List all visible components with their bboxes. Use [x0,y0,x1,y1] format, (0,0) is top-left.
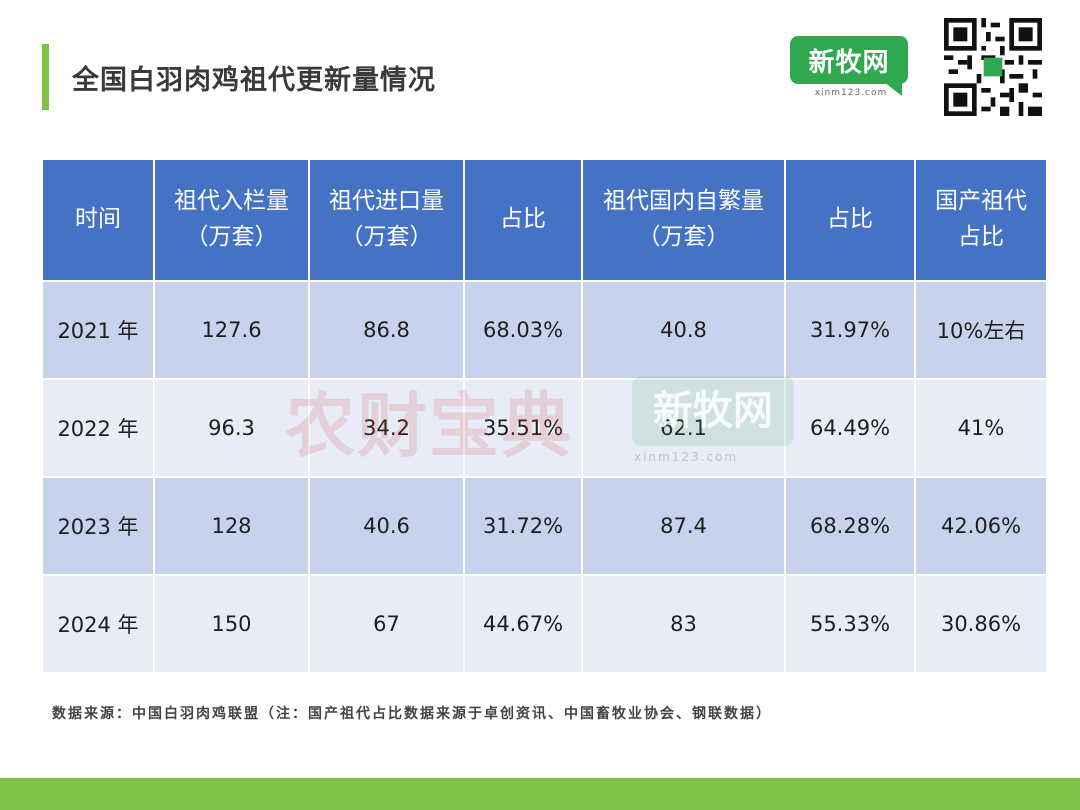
source-footnote: 数据来源：中国白羽肉鸡联盟（注：国产祖代占比数据来源于卓创资讯、中国畜牧业协会、… [52,706,772,722]
cell-native-share: 10%左右 [915,280,1046,379]
logo-badge [790,36,908,96]
xinmu-logo: 新牧网 xinm123.com [790,36,910,102]
cell-native-share: 41% [915,378,1046,477]
cell-import-share: 44.67% [464,574,583,672]
cell-domestic: 40.8 [582,280,786,379]
cell-import: 67 [309,574,465,672]
cell-domestic: 83 [582,574,786,672]
cell-import: 86.8 [309,280,465,379]
bottom-accent-band [0,778,1080,810]
cell-import: 40.6 [309,476,465,575]
header-native-breed-share: 国产祖代 占比 [915,160,1046,281]
header-gp-placement: 祖代入栏量 （万套） [154,160,310,281]
table-row: 2024 年 150 67 44.67% 83 55.33% 30.86% [43,574,1046,672]
cell-import-share: 68.03% [464,280,583,379]
cell-placement: 128 [154,476,310,575]
cell-year: 2023 年 [43,476,155,575]
cell-domestic-share: 55.33% [785,574,916,672]
cell-import: 34.2 [309,378,465,477]
logo-text: 新牧网 [808,48,890,78]
logo-url: xinm123.com [814,88,888,98]
header-time: 时间 [43,160,155,281]
header-gp-import: 祖代进口量 （万套） [309,160,465,281]
table-row: 2023 年 128 40.6 31.72% 87.4 68.28% 42.06… [43,476,1046,575]
header-domestic-share: 占比 [785,160,916,281]
table-row: 2022 年 96.3 34.2 35.51% 62.1 64.49% 41% [43,378,1046,477]
cell-domestic: 87.4 [582,476,786,575]
table-header-row: 时间 祖代入栏量 （万套） 祖代进口量 （万套） 占比 祖代国内自繁量 （万套） 占比… [43,160,1046,281]
cell-domestic-share: 68.28% [785,476,916,575]
cell-domestic-share: 64.49% [785,378,916,477]
cell-placement: 96.3 [154,378,310,477]
qr-code-icon [944,18,1042,116]
table-row: 2021 年 127.6 86.8 68.03% 40.8 31.97% 10%… [43,280,1046,379]
page-title: 全国白羽肉鸡祖代更新量情况 [72,65,436,96]
grandparent-stock-table: 时间 祖代入栏量 （万套） 祖代进口量 （万套） 占比 祖代国内自繁量 （万套） 占比… [43,160,1046,672]
cell-domestic-share: 31.97% [785,280,916,379]
cell-placement: 150 [154,574,310,672]
cell-import-share: 35.51% [464,378,583,477]
cell-native-share: 42.06% [915,476,1046,575]
cell-domestic: 62.1 [582,378,786,477]
title-accent-bar [42,44,49,110]
cell-year: 2021 年 [43,280,155,379]
header-gp-domestic: 祖代国内自繁量 （万套） [582,160,786,281]
cell-import-share: 31.72% [464,476,583,575]
cell-native-share: 30.86% [915,574,1046,672]
header-import-share: 占比 [464,160,583,281]
cell-placement: 127.6 [154,280,310,379]
cell-year: 2022 年 [43,378,155,477]
cell-year: 2024 年 [43,574,155,672]
